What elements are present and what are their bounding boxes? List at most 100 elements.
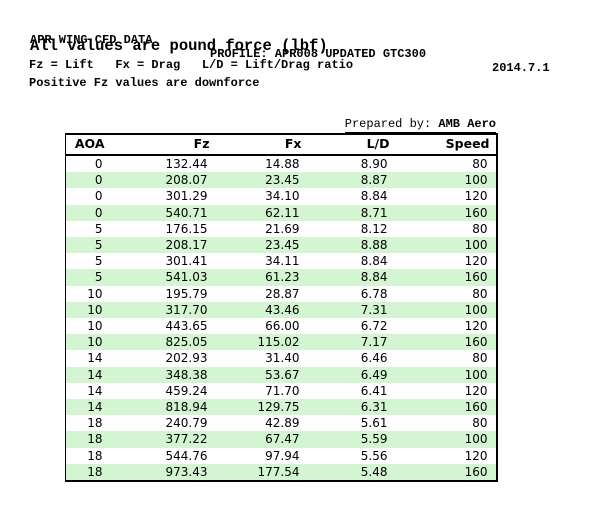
table-cell-ld: 8.90 <box>360 157 388 171</box>
table-cell-aoa: 14 <box>65 399 111 416</box>
table-cell-speed: 120 <box>464 383 488 398</box>
table-row: 18 377.22 67.47 5.59 100 <box>65 431 497 448</box>
table-row: 14 348.38 53.67 6.49 100 <box>65 366 497 383</box>
table-cell-fz: 377.22 <box>110 431 216 448</box>
table-cell-fz: 540.71 <box>110 204 216 221</box>
table-cell-ld: 8.84 <box>360 254 388 269</box>
table-cell-fx: 129.75 <box>215 399 308 416</box>
table-cell-fz: 317.70 <box>110 301 216 319</box>
table-cell-speed: 100 <box>395 301 497 319</box>
prepared-by-value: AMB Aero <box>438 117 496 131</box>
table-cell-speed: 80 <box>472 286 488 301</box>
table-row: 0 301.29 34.10 8.84 120 <box>66 188 497 204</box>
table-cell-speed: 100 <box>395 431 497 448</box>
table-cell-fz: 132.44 <box>165 157 208 171</box>
table-row: 10 825.05 115.02 7.17 160 <box>65 334 497 351</box>
table-cell-fx: 34.11 <box>265 254 300 269</box>
table-cell-fx: 53.67 <box>215 366 308 383</box>
table-cell-ld: 8.88 <box>307 237 396 254</box>
table-cell-aoa: 0 <box>94 189 103 204</box>
table-cell-ld: 7.31 <box>307 301 396 319</box>
table-cell-aoa: 5 <box>65 269 111 286</box>
table-header-row: AOA Fz Fx L/D Speed <box>65 134 497 156</box>
table-cell-ld: 6.31 <box>307 399 396 416</box>
table-row: 0 132.44 14.88 8.90 80 <box>66 155 497 172</box>
table-cell-speed: 160 <box>395 334 497 351</box>
table-cell-fx: 23.45 <box>215 237 308 254</box>
table-cell-fx: 23.45 <box>215 172 308 189</box>
report-title-line: APR WING CFD DATA PROFILE: APR008 UPDATE… <box>0 19 600 75</box>
table-cell-aoa: 18 <box>87 448 103 463</box>
table-cell-fz: 208.07 <box>110 172 216 189</box>
table-cell-speed: 80 <box>472 157 488 171</box>
table-cell-fx: 97.94 <box>265 448 300 463</box>
column-header-fx: Fx <box>215 134 308 156</box>
table-cell-aoa: 14 <box>87 383 103 398</box>
table-row: 5 208.17 23.45 8.88 100 <box>65 237 497 254</box>
table-cell-fz: 544.76 <box>165 448 208 463</box>
table-cell-fz: 202.93 <box>165 351 208 366</box>
table-cell-fz: 301.41 <box>165 254 208 269</box>
table-cell-speed: 80 <box>472 221 488 236</box>
cfd-data-table: AOA Fz Fx L/D Speed 0 132.44 14.88 8.90 80 0 208.0… <box>65 133 498 483</box>
table-cell-fz: 240.79 <box>165 416 208 431</box>
prepared-by-label: Prepared by: <box>344 117 439 131</box>
table-row: 14 818.94 129.75 6.31 160 <box>65 399 497 416</box>
table-cell-ld: 6.78 <box>360 286 388 301</box>
table-cell-ld: 8.84 <box>307 269 396 286</box>
downforce-note: Positive Fz values are downforce <box>29 76 260 90</box>
table-cell-speed: 100 <box>395 237 497 254</box>
table-cell-aoa: 18 <box>65 463 111 482</box>
table-cell-ld: 8.12 <box>360 221 388 236</box>
table-row: 0 540.71 62.11 8.71 160 <box>65 204 497 221</box>
table-cell-aoa: 10 <box>87 319 103 334</box>
table-cell-fz: 208.17 <box>110 237 216 254</box>
table-cell-speed: 120 <box>464 189 488 204</box>
table-cell-aoa: 0 <box>94 157 103 171</box>
table-cell-speed: 100 <box>395 172 497 189</box>
table-row: 5 301.41 34.11 8.84 120 <box>66 253 497 269</box>
legend-note: Fz = Lift Fx = Drag L/D = Lift/Drag rati… <box>29 58 354 72</box>
table-cell-fx: 31.40 <box>265 351 300 366</box>
table-cell-speed: 160 <box>395 269 497 286</box>
table-cell-fx: 28.87 <box>265 286 300 301</box>
table-cell-aoa: 18 <box>65 431 111 448</box>
table-cell-speed: 160 <box>395 463 497 482</box>
table-row: 18 544.76 97.94 5.56 120 <box>66 448 497 464</box>
table-row: 10 317.70 43.46 7.31 100 <box>65 301 497 319</box>
table-row: 10 443.65 66.00 6.72 120 <box>66 318 497 334</box>
table-row: 10 195.79 28.87 6.78 80 <box>66 286 497 302</box>
table-cell-ld: 6.72 <box>360 319 388 334</box>
table-cell-fx: 115.02 <box>215 334 308 351</box>
table-row: 14 202.93 31.40 6.46 80 <box>66 350 497 366</box>
column-header-aoa: AOA <box>65 134 111 156</box>
table-cell-fx: 71.70 <box>265 383 300 398</box>
table-cell-fx: 34.10 <box>265 189 300 204</box>
table-cell-speed: 120 <box>464 448 488 463</box>
table-cell-ld: 5.59 <box>307 431 396 448</box>
table-cell-fx: 21.69 <box>265 221 300 236</box>
table-cell-fz: 818.94 <box>110 399 216 416</box>
prepared-by-line: Prepared by: AMB Aero <box>65 117 496 133</box>
column-header-speed: Speed <box>395 134 497 156</box>
table-cell-aoa: 10 <box>65 334 111 351</box>
table-cell-ld: 5.56 <box>360 448 388 463</box>
table-cell-ld: 6.49 <box>307 366 396 383</box>
table-cell-fx: 14.88 <box>265 157 300 171</box>
table-cell-speed: 120 <box>464 254 488 269</box>
table-cell-ld: 6.46 <box>360 351 388 366</box>
report-date: 2014.7.1 <box>492 61 550 75</box>
table-cell-ld: 5.48 <box>307 463 396 482</box>
report-title: APR WING CFD DATA <box>30 33 153 47</box>
table-cell-fz: 195.79 <box>165 286 208 301</box>
table-cell-aoa: 5 <box>94 221 103 236</box>
table-row: 18 240.79 42.89 5.61 80 <box>66 415 497 431</box>
column-header-fz: Fz <box>110 134 216 156</box>
table-cell-fx: 43.46 <box>215 301 308 319</box>
table-cell-ld: 8.71 <box>307 204 396 221</box>
table-row: 0 208.07 23.45 8.87 100 <box>65 172 497 189</box>
table-cell-fx: 66.00 <box>265 319 300 334</box>
table-body: 0 132.44 14.88 8.90 80 0 208.07 23.45 8.87 100 0 30… <box>65 155 497 482</box>
table-cell-fx: 67.47 <box>215 431 308 448</box>
table-cell-speed: 80 <box>472 416 488 431</box>
